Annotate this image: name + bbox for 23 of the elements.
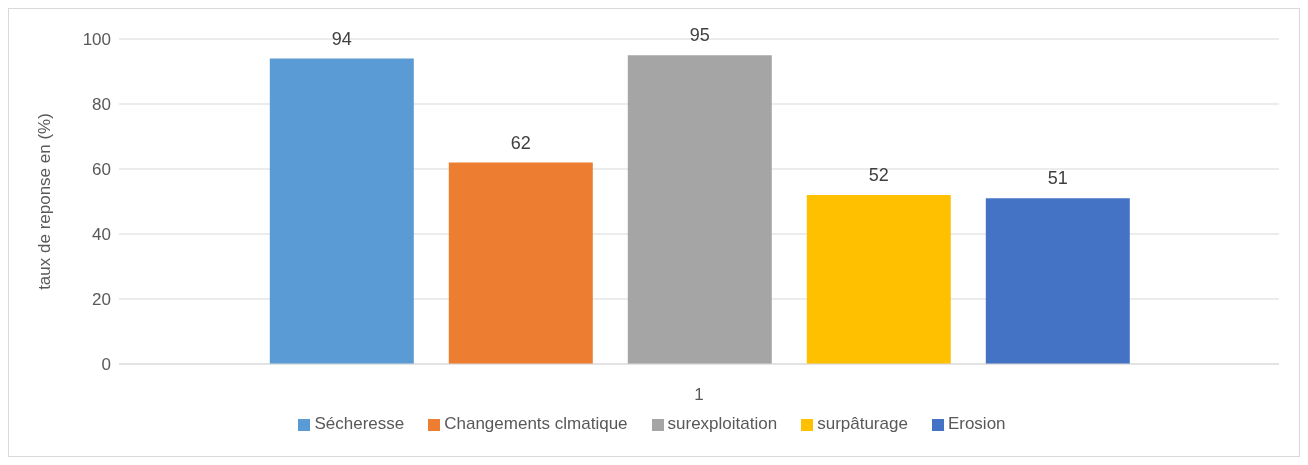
bar bbox=[269, 58, 414, 364]
x-tick-label: 1 bbox=[694, 385, 704, 405]
bar bbox=[806, 195, 951, 364]
data-label: 62 bbox=[510, 132, 531, 153]
y-tick-label: 20 bbox=[92, 290, 111, 310]
data-label: 52 bbox=[868, 165, 889, 185]
legend-label: surexploitation bbox=[667, 414, 778, 433]
y-tick-label: 0 bbox=[101, 355, 111, 375]
y-tick-label: 100 bbox=[82, 30, 111, 50]
data-label: 51 bbox=[1047, 168, 1068, 189]
y-axis-title: taux de reponse en (%) bbox=[35, 113, 55, 290]
y-tick-label: 60 bbox=[92, 160, 111, 180]
y-tick-label: 40 bbox=[92, 225, 111, 245]
legend-label: surpâturage bbox=[817, 414, 908, 433]
data-label: 94 bbox=[331, 28, 352, 49]
legend-label: Changements clmatique bbox=[444, 414, 628, 433]
bar bbox=[627, 55, 772, 364]
bar bbox=[448, 162, 593, 364]
data-label: 95 bbox=[689, 25, 710, 46]
legend-label: Erosion bbox=[947, 414, 1006, 433]
y-tick-label: 80 bbox=[92, 95, 111, 115]
bar bbox=[985, 198, 1130, 364]
legend-label: Sécheresse bbox=[314, 414, 405, 433]
